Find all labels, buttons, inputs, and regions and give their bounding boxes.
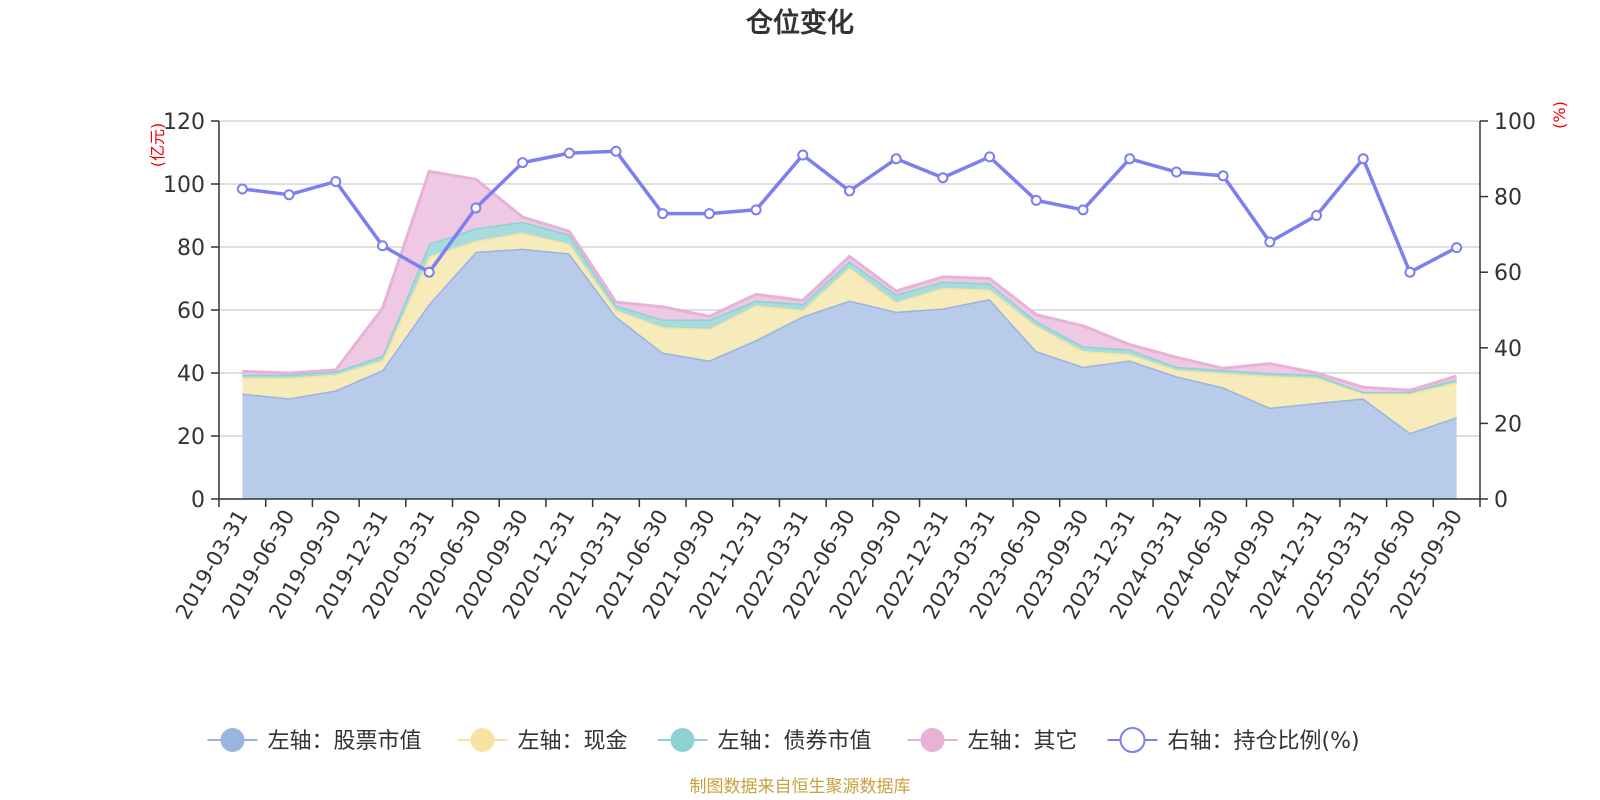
ratio-point-2020-09-30	[517, 157, 529, 169]
area-series-0	[242, 248, 1457, 499]
ratio-point-2024-06-30	[1217, 170, 1229, 182]
stacked-areas	[242, 169, 1458, 499]
ratio-point-2020-12-31	[563, 147, 575, 159]
ratio-point-2022-12-31	[937, 172, 949, 184]
ratio-line	[236, 145, 1463, 278]
ratio-point-2022-09-30	[890, 153, 902, 165]
right-tick-label-80: 80	[1494, 186, 1522, 211]
legend: 左轴：股票市值 左轴：现金 左轴：债券市值 左轴：其它 右轴：持仓比例(%)	[207, 727, 1360, 754]
ratio-point-2025-03-31	[1357, 153, 1369, 165]
area-series-3	[242, 171, 1457, 392]
ratio-point-2022-03-31	[797, 149, 809, 161]
ratio-point-2023-12-31	[1124, 153, 1136, 165]
legend-item-3: 左轴：其它	[907, 728, 1078, 754]
ratio-point-2021-12-31	[750, 204, 762, 216]
left-tick-label-20: 20	[177, 425, 205, 450]
right-tick-label-60: 60	[1494, 261, 1522, 286]
ratio-point-2025-06-30	[1404, 266, 1416, 278]
area-edge-series-3	[242, 169, 1458, 392]
legend-item-0: 左轴：股票市值	[207, 728, 422, 754]
ratio-point-2025-09-30	[1451, 242, 1463, 254]
ratio-point-2020-03-31	[423, 266, 435, 278]
left-tick-label-100: 100	[163, 173, 205, 198]
legend-item-2: 左轴：债券市值	[657, 728, 872, 754]
right-tick-label-20: 20	[1494, 412, 1522, 437]
legend-label-4: 右轴：持仓比例(%)	[1168, 729, 1360, 754]
right-tick-label-40: 40	[1494, 337, 1522, 362]
left-tick-label-60: 60	[177, 299, 205, 324]
legend-label-3: 左轴：其它	[968, 729, 1078, 754]
ratio-point-2019-12-31	[376, 240, 388, 252]
legend-label-2: 左轴：债券市值	[718, 729, 872, 754]
ratio-point-2023-09-30	[1077, 204, 1089, 216]
chart-title: 仓位变化	[745, 7, 854, 39]
legend-marker-0	[220, 728, 245, 752]
ratio-point-2021-06-30	[657, 208, 669, 220]
left-tick-label-120: 120	[163, 110, 205, 135]
legend-marker-2	[670, 728, 695, 752]
legend-marker-4	[1119, 727, 1146, 753]
ratio-point-2024-03-31	[1170, 166, 1182, 178]
legend-marker-3	[920, 728, 945, 752]
right-tick-label-100: 100	[1494, 110, 1536, 135]
left-tick-label-0: 0	[191, 488, 205, 513]
legend-label-1: 左轴：现金	[518, 729, 628, 754]
legend-item-4: 右轴：持仓比例(%)	[1107, 727, 1360, 754]
left-tick-label-80: 80	[177, 236, 205, 261]
right-tick-label-0: 0	[1494, 488, 1508, 513]
ratio-point-2019-06-30	[283, 189, 295, 201]
ratio-point-2020-06-30	[470, 202, 482, 214]
ratio-point-2024-12-31	[1311, 210, 1323, 221]
ratio-point-2021-09-30	[703, 208, 715, 220]
area-series-1	[242, 232, 1457, 433]
ratio-point-2023-03-31	[984, 151, 996, 163]
right-axis-unit: (%)	[1550, 101, 1569, 129]
ratio-point-2021-03-31	[610, 145, 622, 157]
left-axis-unit: (亿元)	[148, 123, 167, 168]
ratio-point-2023-06-30	[1030, 194, 1042, 206]
left-tick-label-40: 40	[177, 362, 205, 387]
ratio-point-2019-09-30	[330, 175, 342, 187]
data-source-note: 制图数据来自恒生聚源数据库	[690, 777, 911, 797]
legend-label-0: 左轴：股票市值	[268, 729, 422, 754]
ratio-point-2022-06-30	[844, 185, 855, 197]
legend-marker-1	[470, 728, 495, 752]
ratio-point-2019-03-31	[236, 183, 248, 195]
ratio-point-2024-09-30	[1264, 236, 1276, 248]
legend-item-1: 左轴：现金	[457, 728, 628, 754]
